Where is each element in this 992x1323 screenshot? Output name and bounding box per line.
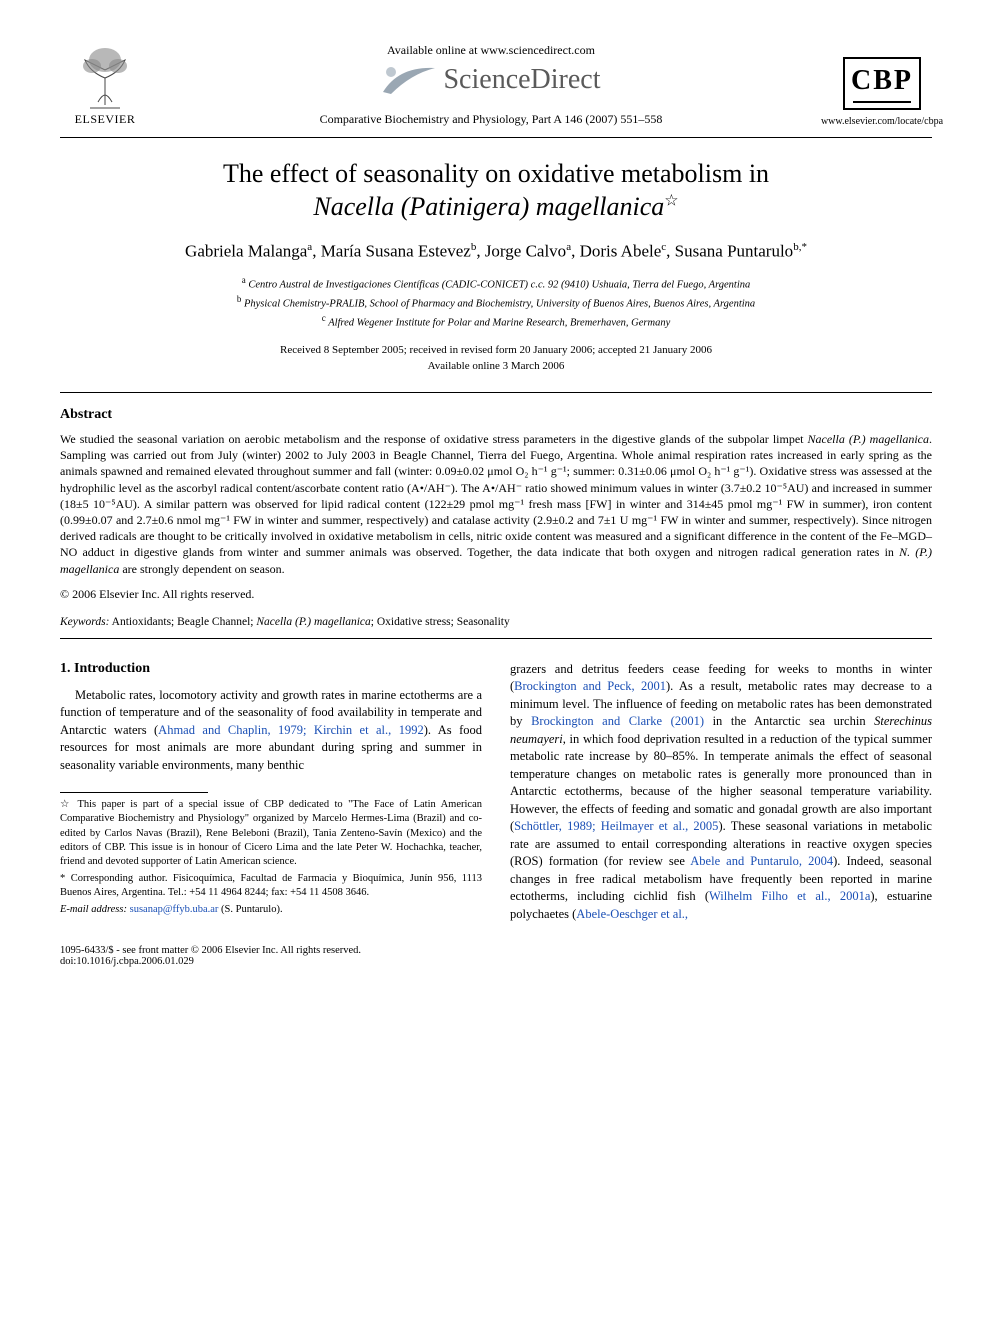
- section-1-heading: 1. Introduction: [60, 661, 482, 677]
- intro-para-right: grazers and detritus feeders cease feedi…: [510, 661, 932, 924]
- citation-link[interactable]: Abele-Oeschger et al.,: [576, 907, 688, 921]
- affil-c: Alfred Wegener Institute for Polar and M…: [328, 318, 670, 329]
- header: ELSEVIER Available online at www.science…: [60, 40, 932, 127]
- footnotes: ☆ This paper is part of a special issue …: [60, 798, 482, 917]
- elsevier-tree-icon: [70, 40, 140, 110]
- intro-para-left: Metabolic rates, locomotory activity and…: [60, 687, 482, 775]
- elsevier-logo: ELSEVIER: [60, 40, 150, 127]
- right-column: grazers and detritus feeders cease feedi…: [510, 661, 932, 924]
- affil-b: Physical Chemistry-PRALIB, School of Pha…: [244, 298, 755, 309]
- abstract-body: We studied the seasonal variation on aer…: [60, 431, 932, 577]
- footnote-corresponding: * Corresponding author. Fisicoquímica, F…: [60, 872, 482, 900]
- title-line1: The effect of seasonality on oxidative m…: [223, 159, 769, 188]
- title-species: Nacella (Patinigera) magellanica: [313, 192, 664, 221]
- authors: Gabriela Malangaa, María Susana Estevezb…: [60, 241, 932, 262]
- footnote-email: E-mail address: susanap@ffyb.uba.ar (S. …: [60, 903, 482, 917]
- cbp-url: www.elsevier.com/locate/cbpa: [821, 116, 943, 127]
- abstract-heading: Abstract: [60, 407, 932, 423]
- author-5: Susana Puntarulo: [675, 242, 794, 261]
- received-date: Received 8 September 2005; received in r…: [60, 343, 932, 358]
- author-3: Jorge Calvo: [485, 242, 566, 261]
- doi: doi:10.1016/j.cbpa.2006.01.029: [60, 956, 361, 967]
- author-1: Gabriela Malanga: [185, 242, 307, 261]
- author-4: Doris Abele: [580, 242, 662, 261]
- body-columns: 1. Introduction Metabolic rates, locomot…: [60, 661, 932, 924]
- sciencedirect-brand: ScienceDirect: [150, 62, 832, 98]
- citation-link[interactable]: Abele and Puntarulo, 2004: [690, 854, 833, 868]
- divider: [60, 638, 932, 639]
- journal-citation: Comparative Biochemistry and Physiology,…: [150, 112, 832, 127]
- citation-link[interactable]: Brockington and Peck, 2001: [514, 679, 666, 693]
- article-title: The effect of seasonality on oxidative m…: [60, 158, 932, 223]
- page-footer: 1095-6433/$ - see front matter © 2006 El…: [60, 945, 932, 967]
- email-link[interactable]: susanap@ffyb.uba.ar: [130, 904, 219, 915]
- keywords-label: Keywords:: [60, 616, 109, 628]
- sciencedirect-swoosh-icon: [381, 62, 437, 98]
- footer-left: 1095-6433/$ - see front matter © 2006 El…: [60, 945, 361, 967]
- available-online-text: Available online at www.sciencedirect.co…: [150, 43, 832, 58]
- front-matter: 1095-6433/$ - see front matter © 2006 El…: [60, 945, 361, 956]
- citation-link[interactable]: Ahmad and Chaplin, 1979; Kirchin et al.,…: [158, 723, 424, 737]
- sciencedirect-text: ScienceDirect: [443, 64, 600, 96]
- online-date: Available online 3 March 2006: [60, 359, 932, 374]
- left-column: 1. Introduction Metabolic rates, locomot…: [60, 661, 482, 924]
- footnote-star: ☆ This paper is part of a special issue …: [60, 798, 482, 869]
- divider: [60, 137, 932, 138]
- cbp-label: CBP: [851, 65, 913, 97]
- center-header: Available online at www.sciencedirect.co…: [150, 43, 832, 127]
- author-2: María Susana Estevez: [321, 242, 471, 261]
- keywords: Keywords: Antioxidants; Beagle Channel; …: [60, 616, 932, 628]
- title-footnote-star: ☆: [664, 192, 678, 209]
- elsevier-label: ELSEVIER: [75, 112, 136, 127]
- footnote-rule: [60, 792, 208, 793]
- divider: [60, 392, 932, 393]
- affil-a: Centro Austral de Investigaciones Cientí…: [248, 279, 750, 290]
- citation-link[interactable]: Wilhelm Filho et al., 2001a: [709, 889, 870, 903]
- citation-link[interactable]: Brockington and Clarke (2001): [531, 714, 704, 728]
- article-dates: Received 8 September 2005; received in r…: [60, 343, 932, 374]
- abstract-copyright: © 2006 Elsevier Inc. All rights reserved…: [60, 587, 932, 602]
- citation-link[interactable]: Schöttler, 1989; Heilmayer et al., 2005: [514, 819, 718, 833]
- cbp-logo: CBP www.elsevier.com/locate/cbpa: [832, 57, 932, 127]
- affiliations: a Centro Austral de Investigaciones Cien…: [60, 274, 932, 332]
